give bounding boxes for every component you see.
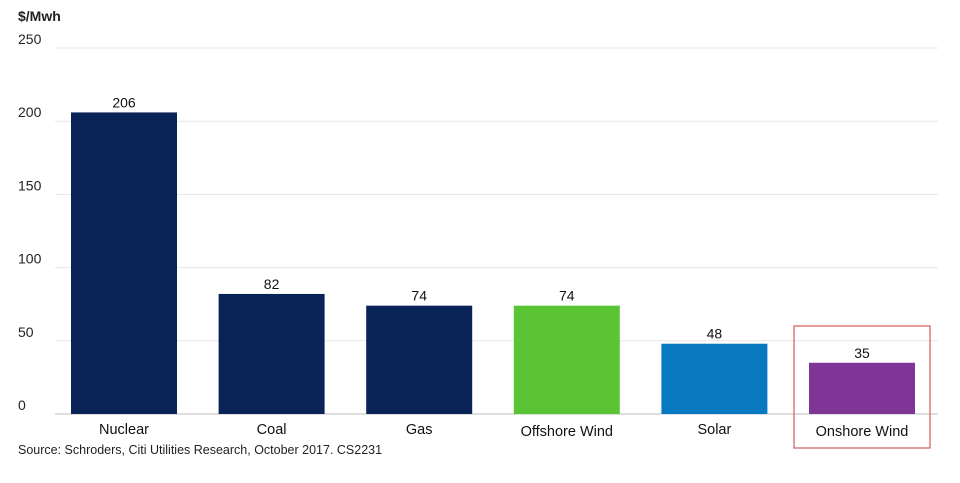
x-category-label: Offshore Wind [521,424,613,440]
y-tick-label: 100 [18,251,42,267]
x-category-label: Onshore Wind [816,424,909,440]
data-label: 82 [264,276,280,292]
data-label: 35 [854,345,870,361]
data-label: 74 [411,288,427,304]
bar-solar [661,343,768,414]
bar-gas [366,305,473,414]
bar-onshore-wind [809,362,915,414]
data-label: 206 [112,94,136,110]
x-category-label: Nuclear [99,422,149,438]
y-tick-label: 150 [18,177,42,193]
highlight-box [793,325,931,449]
y-tick-label: 200 [18,104,42,120]
data-label: 74 [559,288,575,304]
source-note: Source: Schroders, Citi Utilities Resear… [18,443,383,457]
bar-offshore-wind [513,305,620,414]
y-tick-label: 250 [18,31,42,47]
y-tick-label: 50 [18,324,34,340]
data-label: 48 [707,326,723,342]
x-category-label: Solar [697,422,731,438]
y-axis-unit-label: $/Mwh [18,8,61,24]
y-tick-label: 0 [18,397,26,413]
bar-coal [218,293,325,414]
x-category-label: Gas [406,422,433,438]
bar-nuclear [71,112,177,414]
x-category-label: Coal [257,422,287,438]
